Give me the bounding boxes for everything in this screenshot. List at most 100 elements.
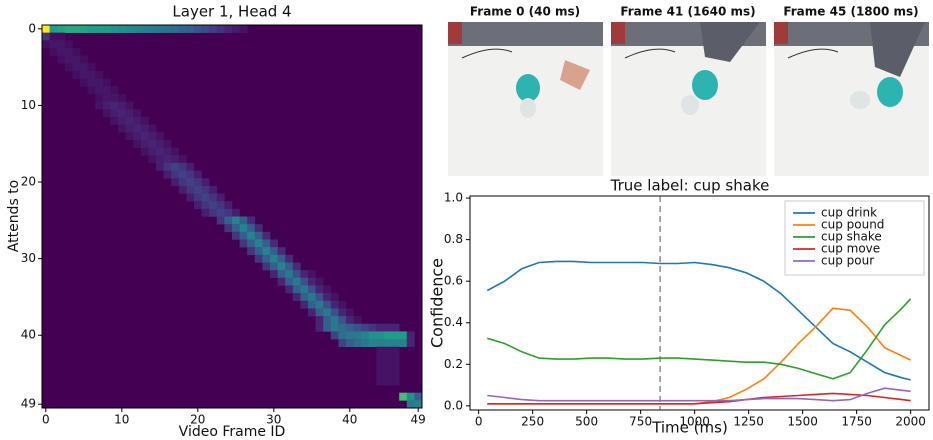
heatmap-cell (110, 86, 119, 95)
heatmap-cell (232, 25, 240, 33)
heatmap-cell (239, 25, 248, 33)
heatmap-cell (224, 208, 233, 217)
heatmap-cell (300, 293, 309, 302)
heatmap-cell (232, 231, 240, 240)
heatmap-cell (239, 216, 248, 225)
heatmap-cell (118, 124, 126, 133)
heatmap-cell (163, 147, 172, 156)
heatmap-cell (102, 101, 111, 110)
heatmap-cell (323, 285, 332, 294)
heatmap-cell (330, 293, 339, 302)
x-tick-label: 1250 (733, 415, 764, 429)
heatmap-cell (376, 323, 385, 332)
heatmap-cell (64, 47, 73, 56)
heatmap-cell (194, 25, 202, 33)
heatmap-cell (254, 247, 263, 256)
heatmap-cell (300, 277, 309, 286)
heatmap-cell (194, 193, 202, 202)
heatmap-title: Layer 1, Head 4 (172, 3, 291, 21)
heatmap-cell (110, 116, 119, 125)
heatmap-cell (270, 262, 278, 271)
heatmap-cell (194, 178, 202, 187)
heatmap-cell (87, 78, 96, 87)
heatmap-cell (285, 254, 294, 263)
heatmap-cell (209, 185, 218, 194)
x-tick-label: 10 (114, 413, 129, 427)
heatmap-cell (80, 70, 88, 79)
heatmap-cell (57, 47, 66, 56)
x-tick-label: 750 (629, 415, 652, 429)
heatmap-cell (186, 25, 195, 33)
heatmap-cell (277, 262, 286, 271)
heatmap-cell (80, 25, 88, 33)
heatmap-cell (232, 216, 240, 225)
series-line (487, 387, 911, 402)
heatmap-cell (368, 323, 377, 332)
heatmap-cell (368, 339, 377, 348)
heatmap-cell (239, 224, 248, 233)
heatmap-cell (171, 170, 180, 179)
heatmap-cell (308, 300, 316, 309)
series-line (487, 298, 912, 380)
photos (448, 22, 929, 176)
heatmap-cell (239, 231, 248, 240)
heatmap-cell (57, 40, 66, 49)
heatmap-cell (133, 139, 142, 148)
heatmap-cell (125, 116, 134, 125)
heatmap-cell (140, 116, 149, 125)
heatmap-cell (346, 323, 354, 332)
heatmap-cell (156, 155, 164, 164)
heatmap-cell (323, 323, 332, 332)
plot-frame (469, 195, 930, 411)
heatmap-cell (247, 231, 256, 240)
heatmap-cell (72, 70, 81, 79)
heatmap-cell (156, 162, 164, 171)
heatmap-cell (209, 201, 218, 210)
x-tick-label: 2000 (895, 415, 926, 429)
heatmap-cell (406, 339, 415, 348)
heatmap-cell (201, 201, 210, 210)
heatmap-cell (156, 139, 164, 148)
heatmap-cell (140, 139, 149, 148)
heatmap-cell (64, 55, 73, 64)
heatmap-cell (292, 262, 301, 271)
heatmap-cell (102, 86, 111, 95)
heatmap-cell (308, 277, 316, 286)
heatmap-cell (414, 400, 423, 409)
heatmap-cell (125, 101, 134, 110)
heatmap-cell (399, 392, 408, 401)
heatmap-cell (110, 101, 119, 110)
heatmap-cell (186, 178, 195, 187)
heatmap-cell (194, 185, 202, 194)
heatmap-cell (87, 70, 96, 79)
heatmap-cell (49, 32, 58, 41)
heatmap-cell (80, 78, 88, 87)
heatmap-cell (315, 285, 324, 294)
heatmap-cell (247, 216, 256, 225)
heatmap-cell (338, 339, 347, 348)
heatmap-cell (262, 247, 271, 256)
line-x-label: Time (ms) (651, 419, 728, 437)
heatmap-cell (232, 208, 240, 217)
x-tick-label: 1000 (679, 415, 710, 429)
heatmap-cell (315, 316, 324, 325)
heatmap-cell (224, 216, 233, 225)
heatmap-cell (171, 155, 180, 164)
heatmap-cell (140, 124, 149, 133)
heatmap-cell (353, 323, 362, 332)
heatmap-cell (133, 124, 142, 133)
heatmap-cell (156, 25, 164, 33)
heatmap-cell (338, 300, 347, 309)
heatmap-cell (277, 277, 286, 286)
x-tick-label: 20 (190, 413, 205, 427)
y-tick-label: 40 (21, 328, 36, 342)
heatmap-cell (406, 400, 415, 409)
heatmap-cell (178, 185, 187, 194)
heatmap-cell (338, 308, 347, 317)
y-tick-label: 0 (28, 21, 36, 35)
heatmap-cell (292, 277, 301, 286)
heatmap-cell (209, 193, 218, 202)
heatmap-cell (57, 25, 66, 33)
heatmap-cell (376, 354, 385, 363)
heatmap-cell (178, 162, 187, 171)
